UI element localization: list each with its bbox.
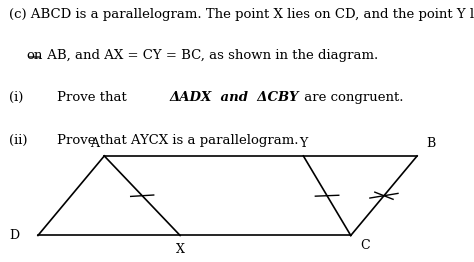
Text: Y: Y bbox=[299, 137, 308, 150]
Text: B: B bbox=[427, 137, 436, 150]
Text: X: X bbox=[176, 243, 184, 256]
Text: on: on bbox=[26, 49, 43, 62]
Text: C: C bbox=[360, 239, 370, 252]
Text: ΔADX  and  ΔCBY: ΔADX and ΔCBY bbox=[170, 91, 299, 104]
Text: D: D bbox=[9, 229, 19, 242]
Text: (i): (i) bbox=[9, 91, 24, 104]
Text: Prove that: Prove that bbox=[57, 91, 131, 104]
Text: are congruent.: are congruent. bbox=[300, 91, 403, 104]
Text: Prove that AYCX is a parallelogram.: Prove that AYCX is a parallelogram. bbox=[57, 134, 298, 147]
Text: AB, and AX = CY = BC, as shown in the diagram.: AB, and AX = CY = BC, as shown in the di… bbox=[43, 49, 378, 62]
Text: A: A bbox=[91, 137, 99, 150]
Text: (c) ABCD is a parallelogram. The point X lies on CD, and the point Y lies: (c) ABCD is a parallelogram. The point X… bbox=[9, 8, 474, 21]
Text: (ii): (ii) bbox=[9, 134, 28, 147]
